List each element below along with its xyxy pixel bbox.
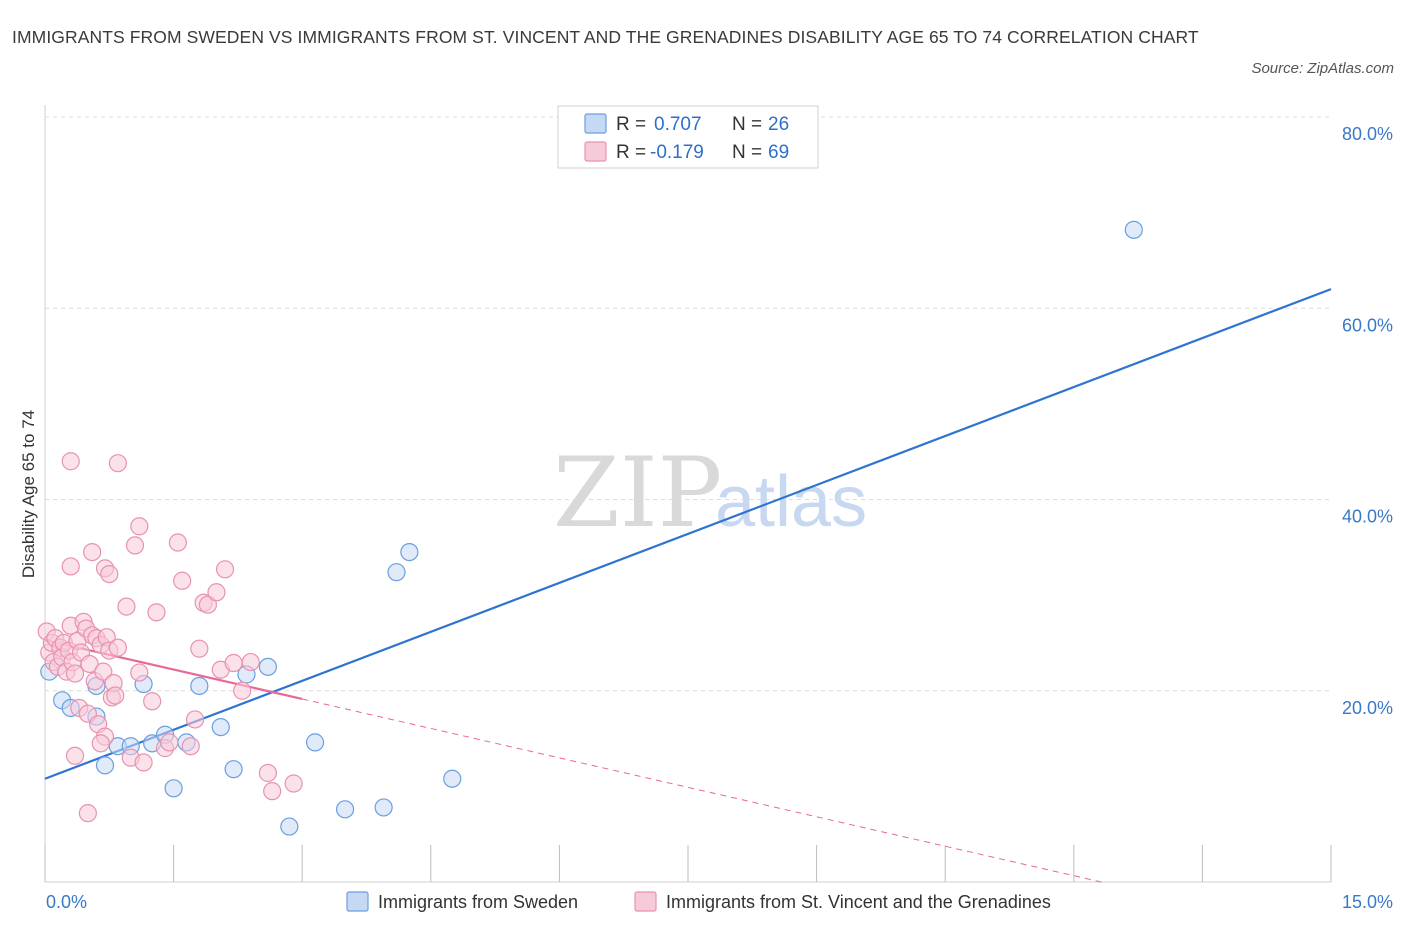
chart-title: IMMIGRANTS FROM SWEDEN VS IMMIGRANTS FRO…	[12, 27, 1199, 47]
point-st-vincent	[215, 560, 235, 579]
point-st-vincent	[61, 557, 80, 576]
point-st-vincent	[224, 653, 243, 673]
point-st-vincent	[80, 654, 99, 674]
y-axis-label: Disability Age 65 to 74	[19, 410, 38, 578]
point-st-vincent	[65, 664, 85, 683]
legend-n-value-sweden: 26	[768, 114, 789, 135]
point-sweden	[305, 733, 325, 752]
series-legend: Immigrants from Sweden Immigrants from S…	[346, 891, 1051, 912]
point-st-vincent	[65, 746, 85, 765]
point-sweden	[211, 717, 230, 737]
point-st-vincent	[130, 663, 149, 682]
point-st-vincent	[94, 662, 113, 681]
point-sweden	[258, 657, 278, 676]
legend-r-value-sweden: 0.707	[654, 114, 702, 135]
point-st-vincent	[100, 564, 119, 584]
y-tick-label: 20.0%	[1342, 698, 1393, 718]
point-st-vincent	[108, 454, 127, 473]
series-legend-label-sweden: Immigrants from Sweden	[378, 892, 578, 912]
point-sweden	[164, 779, 183, 798]
point-st-vincent	[233, 681, 252, 700]
legend-r-label-sweden: R =	[616, 114, 646, 135]
series-legend-label-st-vincent: Immigrants from St. Vincent and the Gren…	[666, 892, 1051, 912]
point-st-vincent	[106, 686, 125, 705]
point-sweden	[387, 563, 406, 582]
point-st-vincent	[258, 763, 278, 783]
point-sweden	[400, 542, 419, 562]
data-points	[37, 220, 1143, 836]
trend-line-extension	[302, 698, 1102, 883]
y-tick-label: 60.0%	[1342, 315, 1393, 335]
series-legend-swatch-st-vincent	[634, 891, 657, 912]
legend-r-value-st-vincent: -0.179	[650, 142, 704, 163]
y-tick-label: 80.0%	[1342, 124, 1393, 144]
point-st-vincent	[91, 734, 110, 753]
legend-swatch-sweden	[584, 113, 607, 134]
point-st-vincent	[125, 536, 145, 555]
point-st-vincent	[185, 710, 205, 729]
point-sweden	[1124, 220, 1143, 239]
point-st-vincent	[78, 804, 97, 823]
point-sweden	[374, 798, 393, 817]
point-sweden	[190, 676, 209, 696]
point-sweden	[95, 756, 115, 775]
trend-line-sweden	[44, 288, 1332, 780]
point-st-vincent	[130, 517, 149, 536]
point-st-vincent	[108, 638, 127, 657]
point-st-vincent	[207, 583, 226, 602]
point-st-vincent	[147, 603, 166, 622]
trend-lines	[44, 288, 1332, 883]
x-tick-label-max: 15.0%	[1342, 892, 1393, 912]
point-st-vincent	[61, 452, 80, 471]
legend-n-value-st-vincent: 69	[768, 142, 789, 163]
point-st-vincent	[83, 542, 102, 562]
point-st-vincent	[117, 597, 136, 616]
point-st-vincent	[168, 533, 187, 552]
correlation-legend: R = 0.707 N = 26 R = -0.179 N = 69	[557, 105, 819, 169]
point-st-vincent	[160, 733, 179, 752]
axes: 20.0% 40.0% 60.0% 80.0%	[44, 105, 1393, 883]
point-st-vincent	[173, 571, 192, 590]
legend-swatch-st-vincent	[584, 141, 607, 162]
point-st-vincent	[241, 652, 260, 672]
watermark-zip: ZIP	[553, 437, 722, 549]
point-sweden	[335, 800, 355, 819]
legend-n-label-st-vincent: N =	[732, 142, 762, 163]
point-st-vincent	[143, 692, 162, 711]
point-st-vincent	[284, 774, 303, 793]
point-st-vincent	[134, 753, 153, 772]
point-st-vincent	[181, 737, 200, 756]
point-sweden	[224, 760, 243, 779]
legend-r-label-st-vincent: R =	[616, 142, 646, 163]
point-st-vincent	[190, 639, 209, 658]
point-st-vincent	[198, 595, 217, 614]
point-sweden	[280, 817, 299, 836]
source-label: Source: ZipAtlas.com	[1251, 60, 1394, 77]
x-tick-label-min: 0.0%	[46, 892, 87, 912]
grid-lines	[45, 116, 1331, 692]
legend-n-label-sweden: N =	[732, 114, 762, 135]
series-legend-swatch-sweden	[346, 891, 369, 912]
y-tick-label: 40.0%	[1342, 507, 1393, 527]
point-sweden	[443, 769, 462, 788]
point-st-vincent	[263, 782, 282, 801]
